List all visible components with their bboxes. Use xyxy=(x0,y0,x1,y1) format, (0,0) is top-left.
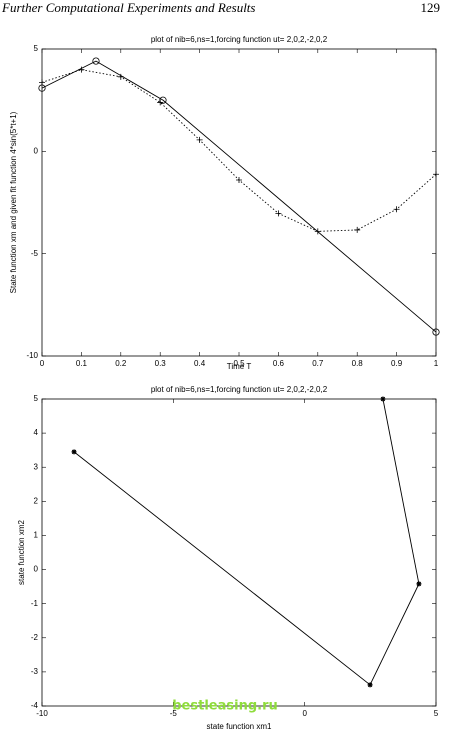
x-tick-label: 0.8 xyxy=(352,359,364,368)
data-point xyxy=(159,96,167,104)
data-point xyxy=(354,226,361,233)
x-tick-label: 0.4 xyxy=(194,359,206,368)
page-number: 129 xyxy=(421,0,441,15)
plot-frame xyxy=(41,398,437,707)
y-axis-label: state function xm2 xyxy=(17,519,26,584)
y-tick-label: -10 xyxy=(26,351,38,360)
data-point xyxy=(416,581,422,587)
y-tick-label: -1 xyxy=(31,599,39,608)
data-point xyxy=(157,99,164,106)
x-tick-label: 0.1 xyxy=(76,359,88,368)
x-tick-label: 0 xyxy=(40,359,45,368)
y-tick-label: 1 xyxy=(34,531,39,540)
data-point xyxy=(433,171,439,178)
watermark: bestleasing.ru xyxy=(172,699,277,714)
y-tick-label: 0 xyxy=(34,146,39,155)
y-tick-label: 5 xyxy=(34,394,39,403)
y-tick-label: -3 xyxy=(31,667,39,676)
y-tick-label: 2 xyxy=(34,496,39,505)
x-tick-label: 1 xyxy=(434,359,439,368)
x-tick-label: 0 xyxy=(302,709,307,718)
y-tick-label: 4 xyxy=(34,428,39,437)
y-tick-label: -5 xyxy=(31,249,39,258)
y-tick-label: 0 xyxy=(34,565,39,574)
x-tick-label: 0.5 xyxy=(233,359,245,368)
y-tick-label: 5 xyxy=(34,44,39,53)
running-header: Further Computational Experiments and Re… xyxy=(1,0,255,15)
data-point xyxy=(92,57,100,65)
chart: plot of nib=6,ns=1,forcing function ut= … xyxy=(9,35,440,371)
data-point xyxy=(380,396,386,402)
data-point xyxy=(432,328,440,336)
plot-frame xyxy=(41,48,437,357)
x-tick-label: 0.3 xyxy=(155,359,167,368)
x-axis-label: state function xm1 xyxy=(207,722,272,731)
data-point xyxy=(314,228,321,235)
data-point xyxy=(78,66,85,73)
data-point xyxy=(236,176,242,183)
series-line xyxy=(73,398,420,686)
x-tick-label: 0.9 xyxy=(391,359,403,368)
x-tick-label: 0.2 xyxy=(115,359,127,368)
y-tick-label: -4 xyxy=(31,701,39,710)
x-axis-label: Time T xyxy=(227,362,252,371)
data-point xyxy=(39,79,45,86)
x-tick-label: 5 xyxy=(434,709,439,718)
series-line xyxy=(41,60,437,333)
chart: plot of nib=6,ns=1,forcing function ut= … xyxy=(17,385,439,731)
data-point xyxy=(196,136,203,143)
y-axis-label: State function xm and given fit function… xyxy=(9,111,18,293)
x-tick-label: -10 xyxy=(36,709,48,718)
x-tick-label: 0.6 xyxy=(273,359,285,368)
data-point xyxy=(117,73,124,80)
y-tick-label: 3 xyxy=(34,462,39,471)
x-tick-label: -5 xyxy=(170,709,178,718)
data-point xyxy=(275,210,282,217)
series-line xyxy=(41,69,437,232)
data-point xyxy=(71,449,77,455)
data-point xyxy=(367,682,373,688)
x-tick-label: 0.7 xyxy=(312,359,324,368)
chart-title: plot of nib=6,ns=1,forcing function ut= … xyxy=(151,35,328,44)
data-point xyxy=(393,206,400,213)
y-tick-label: -2 xyxy=(31,633,39,642)
chart-title: plot of nib=6,ns=1,forcing function ut= … xyxy=(151,385,328,394)
